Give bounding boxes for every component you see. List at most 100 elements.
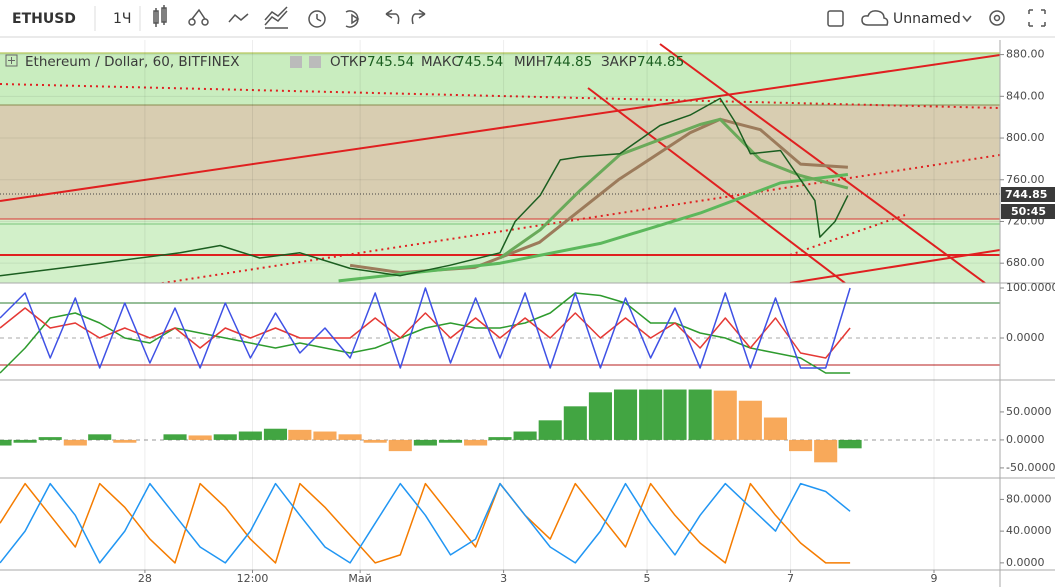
ohlc-value: 744.85 (545, 54, 592, 70)
ohlc-value: 745.54 (456, 54, 503, 70)
fullscreen-icon[interactable] (1028, 9, 1046, 27)
histogram-bar (188, 435, 212, 440)
x-tick-label: 3 (500, 572, 507, 585)
x-tick-label: 7 (787, 572, 794, 585)
histogram-bar (63, 439, 87, 446)
layout-name[interactable]: Unnamed (893, 11, 961, 27)
trend-line (789, 214, 906, 256)
indicators-icon[interactable] (228, 13, 249, 23)
histogram-bar (0, 439, 12, 446)
compare-icon[interactable] (188, 8, 209, 26)
histogram-bar (613, 389, 638, 440)
ohlc-label: ОТКР (330, 54, 367, 70)
eye-icon[interactable] (290, 56, 302, 68)
dropdown-caret[interactable] (962, 15, 972, 23)
symbol-title: Ethereum / Dollar, 60, BITFINEX (25, 54, 240, 70)
series-line (0, 292, 851, 374)
pane (0, 283, 935, 380)
x-tick-label: 5 (644, 572, 651, 585)
y-tick-label: 80.0000 (1006, 492, 1052, 505)
x-tick-label: Май (348, 572, 371, 585)
histogram-bar (113, 439, 137, 443)
legend: Ethereum / Dollar, 60, BITFINEX ОТКР 745… (5, 54, 684, 70)
histogram-bar (38, 437, 62, 440)
histogram-bar (588, 392, 612, 440)
histogram-bar (563, 406, 587, 440)
replay-icon[interactable] (345, 10, 360, 28)
ohlc-value: 744.85 (637, 54, 684, 70)
histogram-bar (838, 439, 862, 449)
settings-icon[interactable] (989, 10, 1005, 26)
histogram-bar (538, 420, 562, 440)
histogram-bar (88, 434, 112, 440)
series-line (0, 287, 851, 369)
x-tick-label: 28 (138, 572, 152, 585)
ohlc-label: ЗАКР (601, 54, 637, 70)
data-layer: 680.00720.00760.00800.00840.00880.00100.… (0, 40, 1055, 585)
redo-icon[interactable] (411, 9, 426, 25)
y-tick-label: 40.0000 (1006, 524, 1052, 537)
histogram-bar (639, 389, 663, 440)
histogram-bar (789, 439, 813, 452)
histogram-bar (238, 431, 262, 440)
histogram-bar (738, 400, 762, 440)
price-tag: 744.85 (1005, 188, 1047, 201)
main-pane-bg (0, 40, 1000, 283)
histogram-bar (663, 389, 687, 440)
y-tick-label: 0.0000 (1006, 331, 1045, 344)
collapse-icon-plus (8, 57, 15, 64)
histogram-bar (338, 434, 362, 440)
series-line (0, 97, 849, 277)
y-tick-label: 0.0000 (1006, 433, 1045, 446)
candles-icon[interactable] (153, 5, 167, 27)
y-tick-label: 800.00 (1006, 131, 1045, 144)
histogram-bar (363, 439, 387, 443)
collapse-icon[interactable] (5, 54, 18, 67)
histogram-bar (413, 439, 437, 446)
zone (0, 219, 1000, 283)
histogram-bar (713, 390, 737, 440)
y-tick-label: 100.0000 (1006, 281, 1055, 294)
histogram-bar (688, 389, 712, 440)
toolbar: ETHUSD 1Ч Unnamed (0, 0, 1055, 38)
alert-icon[interactable] (308, 10, 326, 28)
histogram-bar (213, 434, 237, 440)
zone (0, 105, 1000, 219)
channel-line (659, 43, 986, 283)
histogram-bar (513, 431, 537, 440)
series-line (0, 307, 851, 359)
histogram-bar (763, 417, 788, 440)
histogram-bar (464, 439, 488, 446)
y-tick-label: -50.0000 (1006, 461, 1055, 474)
y-tick-label: 0.0000 (1006, 556, 1045, 569)
undo-icon[interactable] (385, 9, 400, 25)
price-tag-bg (1001, 187, 1055, 202)
ohlc-label: МИН (514, 54, 546, 70)
countdown: 50:45 (1011, 205, 1046, 218)
countdown-bg (1001, 204, 1055, 219)
checkbox[interactable] (827, 10, 844, 27)
x-tick-label: 12:00 (237, 572, 269, 585)
series-line (0, 482, 851, 564)
cloud-icon (861, 10, 889, 26)
interval[interactable]: 1Ч (113, 11, 132, 27)
y-tick-label: 840.00 (1006, 89, 1045, 102)
pane (0, 478, 935, 570)
ohlc-label: МАКС (421, 54, 461, 70)
pane-separators (0, 40, 1055, 587)
series-line (0, 482, 851, 564)
templates-icon[interactable] (264, 6, 288, 29)
histogram-bar (488, 437, 512, 440)
trend-line (0, 54, 1000, 202)
settings-icon-core (993, 14, 1001, 22)
symbol[interactable]: ETHUSD (12, 11, 76, 27)
histogram-bar (13, 439, 37, 443)
pane (0, 40, 1000, 283)
ohlc-value: 745.54 (367, 54, 414, 70)
series-line (338, 173, 849, 283)
series-line (499, 117, 849, 260)
settings-icon[interactable] (309, 56, 321, 68)
histogram-bar (814, 439, 838, 463)
y-tick-label: 680.00 (1006, 256, 1045, 269)
